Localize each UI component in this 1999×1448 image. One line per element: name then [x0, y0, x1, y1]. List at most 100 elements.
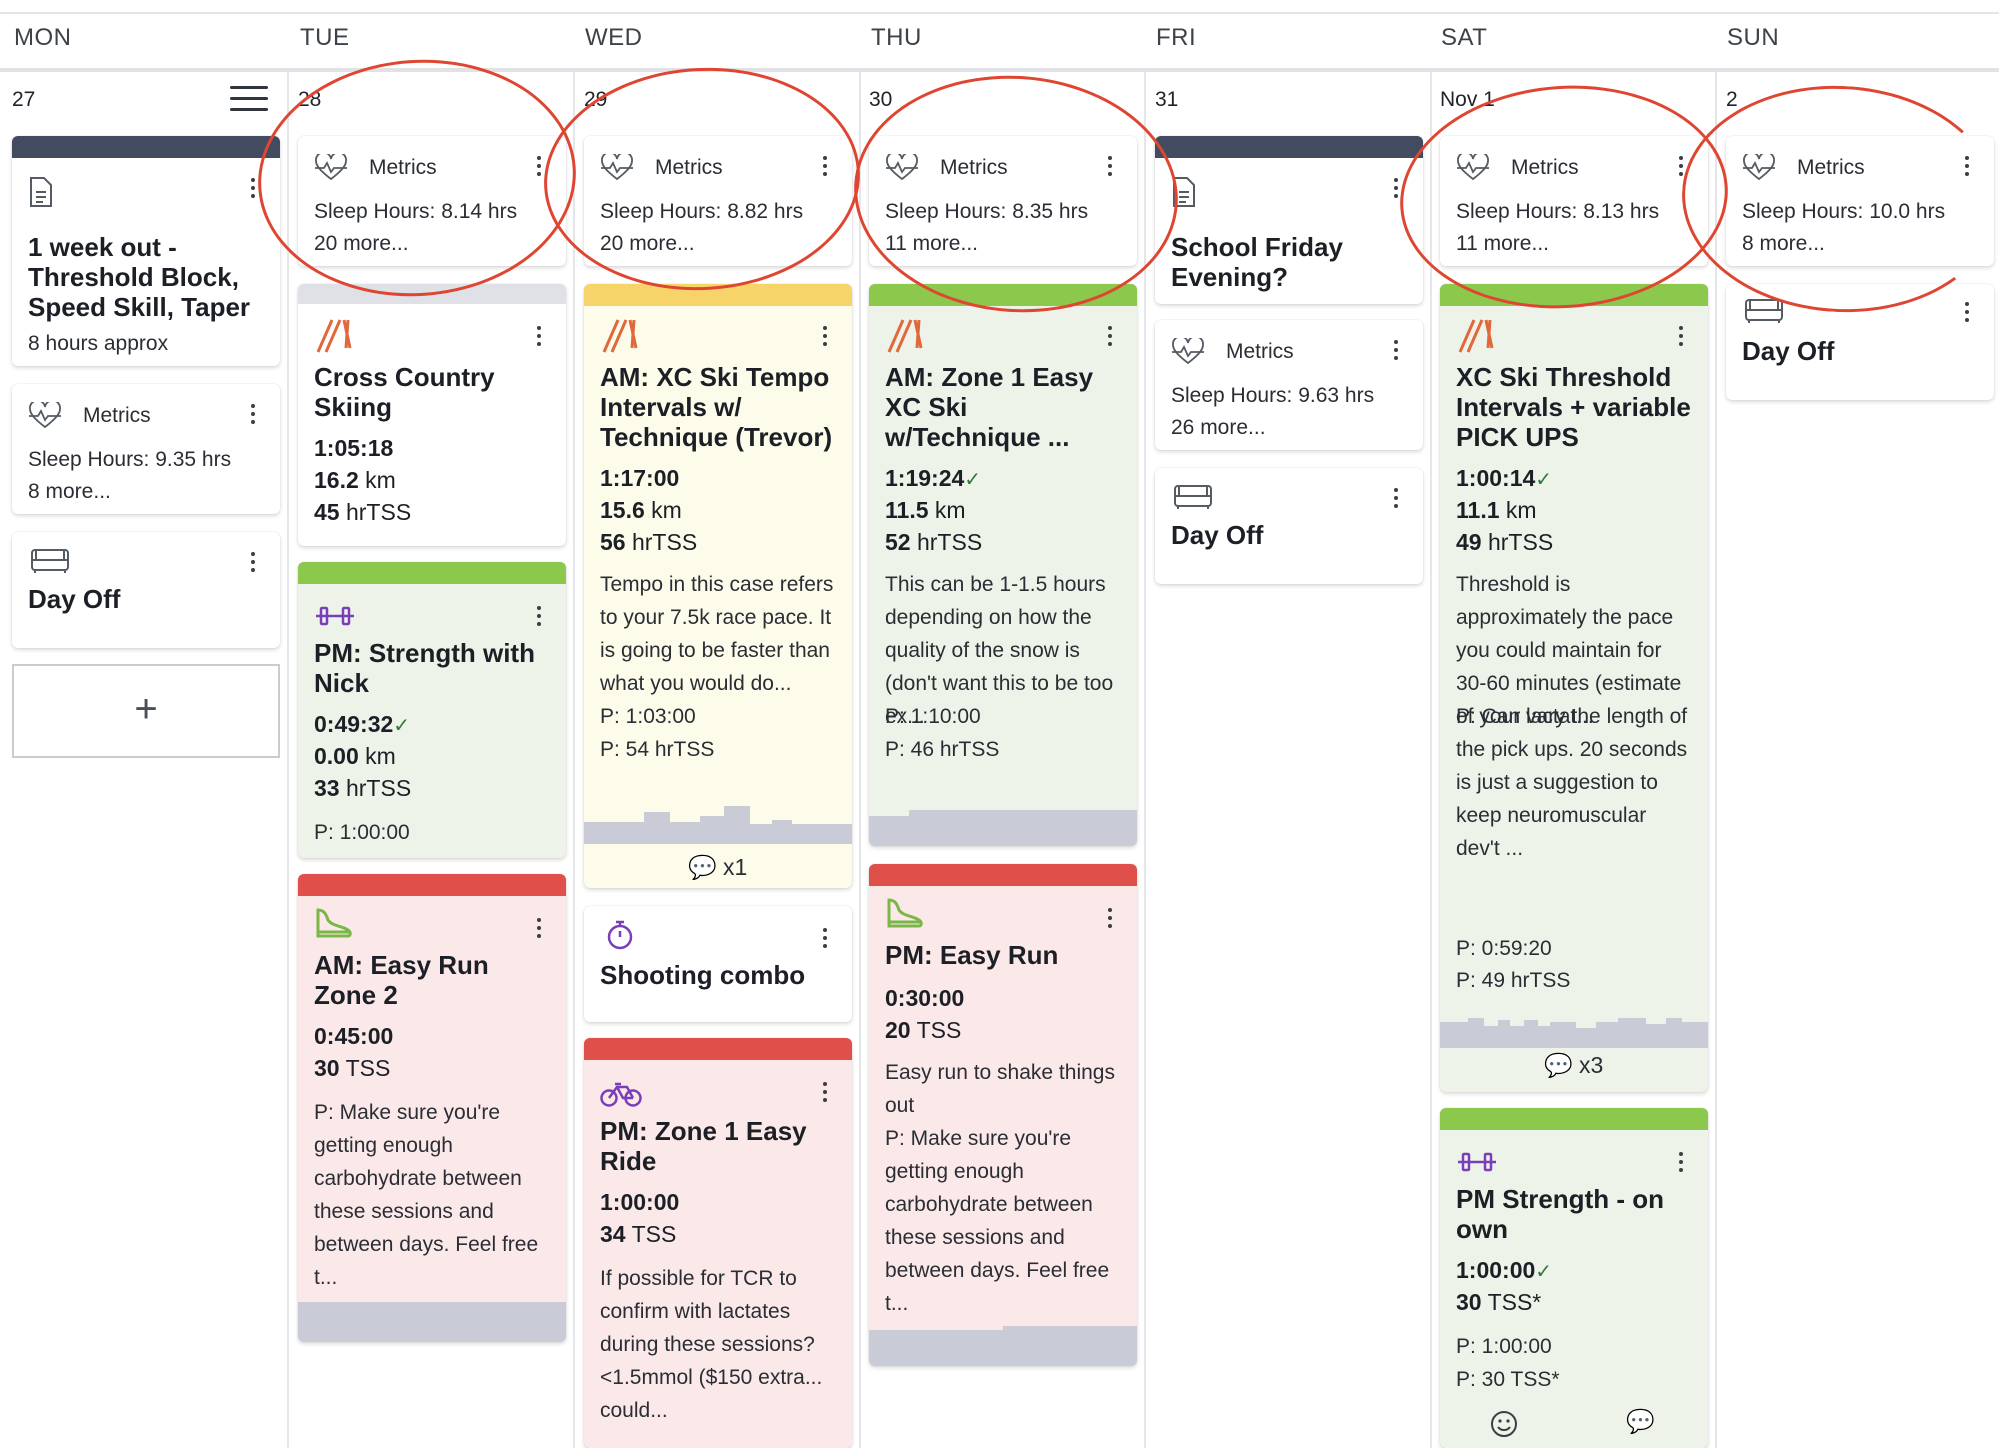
day-off-card[interactable]: Day Off [1155, 468, 1423, 584]
kebab-menu-icon[interactable] [250, 550, 256, 574]
workout-profile-chart [584, 806, 852, 844]
column-divider [1430, 72, 1432, 1448]
kebab-menu-icon[interactable] [822, 324, 828, 348]
workout-plan-notes: P: Make sure you're getting enough carbo… [885, 1127, 1110, 1315]
compliance-bar [298, 562, 566, 584]
metrics-card[interactable]: Metrics Sleep Hours: 8.35 hrs 11 more... [869, 136, 1137, 266]
heart-pulse-icon [29, 402, 61, 429]
workout-description: P: Make sure you're getting enough carbo… [314, 1101, 539, 1289]
compliance-bar [584, 284, 852, 306]
workout-card-xc-ski[interactable]: AM: XC Ski Tempo Intervals w/ Technique … [584, 284, 852, 888]
workout-description: If possible for TCR to confirm with lact… [600, 1267, 823, 1422]
date-thu: 30 [869, 88, 893, 111]
metrics-more-link[interactable]: 11 more... [885, 232, 978, 255]
workout-description: Threshold is approximately the pace you … [1456, 573, 1682, 728]
workout-title: AM: XC Ski Tempo Intervals w/ Technique … [600, 362, 833, 452]
workout-tss: 49 hrTSS [1456, 529, 1554, 555]
note-card[interactable]: School Friday Evening? [1155, 136, 1423, 304]
workout-tss: 20 TSS [885, 1017, 962, 1043]
kebab-menu-icon[interactable] [250, 176, 256, 200]
planned-duration: P: 0:59:20 [1456, 937, 1552, 960]
workout-profile-chart [1440, 1018, 1708, 1048]
kebab-menu-icon[interactable] [1964, 300, 1970, 324]
comments-icon[interactable]: 💬 [1626, 1408, 1655, 1434]
workout-tss: 33 hrTSS [314, 775, 412, 801]
metrics-sleep-hours: Sleep Hours: 9.35 hrs [28, 448, 232, 471]
kebab-menu-icon[interactable] [822, 926, 828, 950]
metrics-more-link[interactable]: 26 more... [1171, 416, 1266, 439]
kebab-menu-icon[interactable] [1107, 324, 1113, 348]
kebab-menu-icon[interactable] [1964, 154, 1970, 178]
workout-card-run[interactable]: PM: Easy Run 0:30:00 20 TSS Easy run to … [869, 864, 1137, 1366]
kebab-menu-icon[interactable] [1393, 176, 1399, 200]
kebab-menu-icon[interactable] [1678, 1150, 1684, 1174]
kebab-menu-icon[interactable] [822, 1080, 828, 1104]
workout-duration: 1:00:00✓ [1456, 1257, 1553, 1283]
kebab-menu-icon[interactable] [1678, 154, 1684, 178]
metrics-card[interactable]: Metrics Sleep Hours: 10.0 hrs 8 more... [1726, 136, 1994, 266]
xc-ski-icon [887, 319, 923, 353]
hamburger-menu-icon[interactable] [230, 86, 268, 112]
kebab-menu-icon[interactable] [250, 402, 256, 426]
workout-title: PM: Easy Run [885, 940, 1059, 970]
metrics-card[interactable]: Metrics Sleep Hours: 9.63 hrs 26 more... [1155, 320, 1423, 450]
kebab-menu-icon[interactable] [822, 154, 828, 178]
workout-duration: 1:19:24✓ [885, 465, 982, 491]
compliance-bar [298, 874, 566, 896]
kebab-menu-icon[interactable] [536, 324, 542, 348]
smiley-icon[interactable] [1490, 1410, 1518, 1438]
kebab-menu-icon[interactable] [1678, 324, 1684, 348]
metrics-card[interactable]: Metrics Sleep Hours: 8.82 hrs 20 more... [584, 136, 852, 266]
day-off-card[interactable]: Day Off [1726, 284, 1994, 400]
metrics-more-link[interactable]: 8 more... [28, 480, 111, 503]
comments-indicator[interactable]: 💬 x1 [688, 854, 748, 880]
kebab-menu-icon[interactable] [1393, 486, 1399, 510]
kebab-menu-icon[interactable] [1393, 338, 1399, 362]
day-header-sat: SAT [1441, 24, 1488, 51]
running-shoe-icon [887, 898, 923, 928]
date-tue: 28 [298, 88, 322, 111]
day-header-wed: WED [585, 24, 643, 51]
workout-card-run[interactable]: AM: Easy Run Zone 2 0:45:00 30 TSS P: Ma… [298, 874, 566, 1342]
metrics-more-link[interactable]: 20 more... [600, 232, 695, 255]
day-header-fri: FRI [1156, 24, 1197, 51]
metrics-more-link[interactable]: 8 more... [1742, 232, 1825, 255]
workout-card-xc-ski[interactable]: XC Ski Threshold Intervals + variable PI… [1440, 284, 1708, 1092]
kebab-menu-icon[interactable] [536, 916, 542, 940]
planned-duration: P: 1:03:00 [600, 705, 696, 728]
workout-card-strength[interactable]: PM Strength - on own 1:00:00✓ 30 TSS* P:… [1440, 1108, 1708, 1448]
workout-title: PM: Strength with Nick [314, 638, 535, 698]
day-off-card[interactable]: Day Off [12, 532, 280, 648]
workout-title: Shooting combo [600, 960, 806, 990]
planned-tss: P: 30 TSS* [1456, 1368, 1560, 1391]
note-card[interactable]: 1 week out - Threshold Block, Speed Skil… [12, 136, 280, 366]
workout-card-xc-ski[interactable]: AM: Zone 1 Easy XC Ski w/Technique ... 1… [869, 284, 1137, 846]
metrics-card[interactable]: Metrics Sleep Hours: 8.13 hrs 11 more... [1440, 136, 1708, 266]
metrics-card[interactable]: Metrics Sleep Hours: 9.35 hrs 8 more... [12, 384, 280, 514]
day-off-label: Day Off [1742, 336, 1835, 366]
bicycle-icon [600, 1082, 642, 1107]
metrics-sleep-hours: Sleep Hours: 10.0 hrs [1742, 200, 1946, 223]
workout-card-xc-ski[interactable]: Cross Country Skiing 1:05:18 16.2 km 45 … [298, 284, 566, 546]
compliance-bar [1440, 284, 1708, 306]
compliance-bar [1440, 1108, 1708, 1130]
metrics-card[interactable]: Metrics Sleep Hours: 8.14 hrs 20 more... [298, 136, 566, 266]
comments-indicator[interactable]: 💬 x3 [1544, 1052, 1604, 1078]
workout-card-strength[interactable]: PM: Strength with Nick 0:49:32✓ 0.00 km … [298, 562, 566, 858]
kebab-menu-icon[interactable] [536, 604, 542, 628]
compliance-bar [584, 1038, 852, 1060]
kebab-menu-icon[interactable] [1107, 906, 1113, 930]
date-mon: 27 [12, 88, 36, 111]
workout-card-ride[interactable]: PM: Zone 1 Easy Ride 1:00:00 34 TSS If p… [584, 1038, 852, 1448]
workout-description: Easy run to shake things out [885, 1061, 1115, 1117]
check-icon: ✓ [1535, 1261, 1553, 1283]
workout-profile-chart [298, 1302, 566, 1342]
planned-tss: P: 54 hrTSS [600, 738, 715, 761]
add-workout-button[interactable]: + [12, 664, 280, 758]
date-wed: 29 [584, 88, 608, 111]
metrics-more-link[interactable]: 20 more... [314, 232, 409, 255]
metrics-more-link[interactable]: 11 more... [1456, 232, 1549, 255]
workout-card-shooting[interactable]: Shooting combo [584, 906, 852, 1022]
kebab-menu-icon[interactable] [536, 154, 542, 178]
kebab-menu-icon[interactable] [1107, 154, 1113, 178]
